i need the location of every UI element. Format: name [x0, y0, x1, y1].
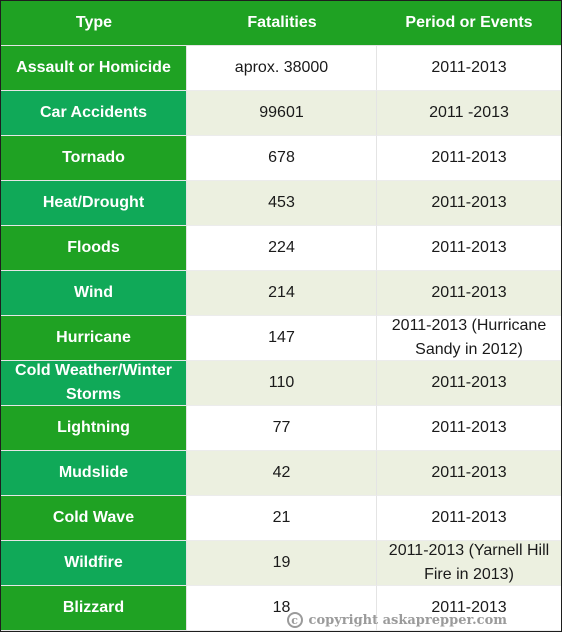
row-6-fatalities: 214: [187, 271, 377, 316]
row-2-period: 2011 -2013: [377, 91, 561, 136]
row-11-type: Cold Wave: [1, 496, 187, 541]
row-13-type: Blizzard: [1, 586, 187, 631]
row-7-period: 2011-2013 (Hurricane Sandy in 2012): [377, 316, 561, 361]
row-10-fatalities: 42: [187, 451, 377, 496]
row-13-period: 2011-2013: [377, 586, 561, 631]
row-12-period: 2011-2013 (Yarnell Hill Fire in 2013): [377, 541, 561, 586]
row-8-type: Cold Weather/Winter Storms: [1, 361, 187, 406]
row-4-period: 2011-2013: [377, 181, 561, 226]
header-fatalities: Fatalities: [187, 1, 377, 46]
row-9-fatalities: 77: [187, 406, 377, 451]
row-11-period: 2011-2013: [377, 496, 561, 541]
row-12-type: Wildfire: [1, 541, 187, 586]
row-6-type: Wind: [1, 271, 187, 316]
row-13-fatalities: 18: [187, 586, 377, 631]
row-7-type: Hurricane: [1, 316, 187, 361]
row-6-period: 2011-2013: [377, 271, 561, 316]
row-1-fatalities: aprox. 38000: [187, 46, 377, 91]
row-3-type: Tornado: [1, 136, 187, 181]
row-11-fatalities: 21: [187, 496, 377, 541]
row-1-period: 2011-2013: [377, 46, 561, 91]
row-2-fatalities: 99601: [187, 91, 377, 136]
row-5-type: Floods: [1, 226, 187, 271]
row-8-period: 2011-2013: [377, 361, 561, 406]
header-period: Period or Events: [377, 1, 561, 46]
row-3-fatalities: 678: [187, 136, 377, 181]
row-5-period: 2011-2013: [377, 226, 561, 271]
row-3-period: 2011-2013: [377, 136, 561, 181]
row-12-fatalities: 19: [187, 541, 377, 586]
row-2-type: Car Accidents: [1, 91, 187, 136]
row-10-type: Mudslide: [1, 451, 187, 496]
row-5-fatalities: 224: [187, 226, 377, 271]
row-9-type: Lightning: [1, 406, 187, 451]
row-7-fatalities: 147: [187, 316, 377, 361]
row-1-type: Assault or Homicide: [1, 46, 187, 91]
header-type: Type: [1, 1, 187, 46]
row-4-fatalities: 453: [187, 181, 377, 226]
row-4-type: Heat/Drought: [1, 181, 187, 226]
row-10-period: 2011-2013: [377, 451, 561, 496]
row-9-period: 2011-2013: [377, 406, 561, 451]
row-8-fatalities: 110: [187, 361, 377, 406]
